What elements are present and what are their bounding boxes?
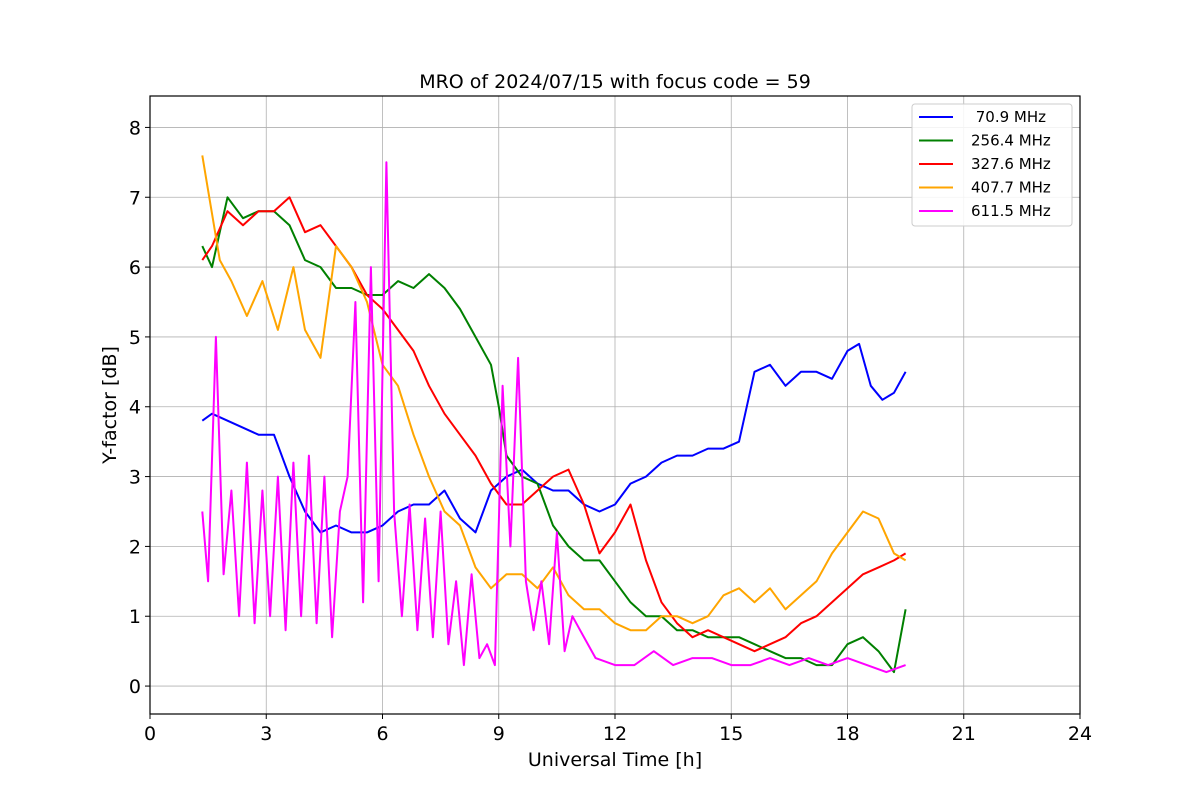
y-tick-label: 4 (129, 397, 141, 419)
series-line-0 (201, 342, 907, 534)
y-axis: 0 1 2 3 4 5 6 7 8 (129, 117, 150, 698)
y-tick-label: 6 (129, 257, 141, 279)
series-line-4 (201, 161, 906, 674)
chart-title: MRO of 2024/07/15 with focus code = 59 (419, 71, 811, 93)
series-line-2 (201, 196, 907, 653)
legend-label: 611.5 MHz (971, 202, 1051, 220)
y-tick-label: 0 (129, 676, 141, 698)
x-tick-label: 3 (260, 723, 272, 745)
legend-label: 70.9 MHz (971, 108, 1046, 126)
x-tick-label: 21 (952, 723, 976, 745)
x-tick-label: 6 (376, 723, 388, 745)
legend-box (911, 103, 1073, 227)
legend-label: 327.6 MHz (971, 155, 1051, 173)
series-line-1 (201, 196, 907, 674)
y-tick-label: 2 (129, 536, 141, 558)
legend-label: 256.4 MHz (971, 132, 1051, 150)
x-axis: 0 3 6 9 12 15 18 21 24 (144, 714, 1092, 745)
plot-area (201, 155, 907, 674)
x-tick-label: 15 (719, 723, 743, 745)
x-tick-label: 9 (493, 723, 505, 745)
x-tick-label: 12 (603, 723, 627, 745)
legend-label: 407.7 MHz (971, 179, 1051, 197)
legend: 70.9 MHz 256.4 MHz 327.6 MHz 407.7 MHz 611.5… (911, 103, 1073, 227)
y-tick-label: 5 (129, 327, 141, 349)
series-line-3 (201, 155, 907, 632)
y-tick-label: 8 (129, 117, 141, 139)
x-tick-label: 18 (835, 723, 859, 745)
y-axis-label: Y-factor [dB] (99, 346, 121, 465)
x-axis-label: Universal Time [h] (528, 749, 702, 771)
y-tick-label: 3 (129, 467, 141, 489)
y-tick-label: 1 (129, 606, 141, 628)
x-tick-label: 24 (1068, 723, 1092, 745)
y-tick-label: 7 (129, 187, 141, 209)
x-tick-label: 0 (144, 723, 156, 745)
